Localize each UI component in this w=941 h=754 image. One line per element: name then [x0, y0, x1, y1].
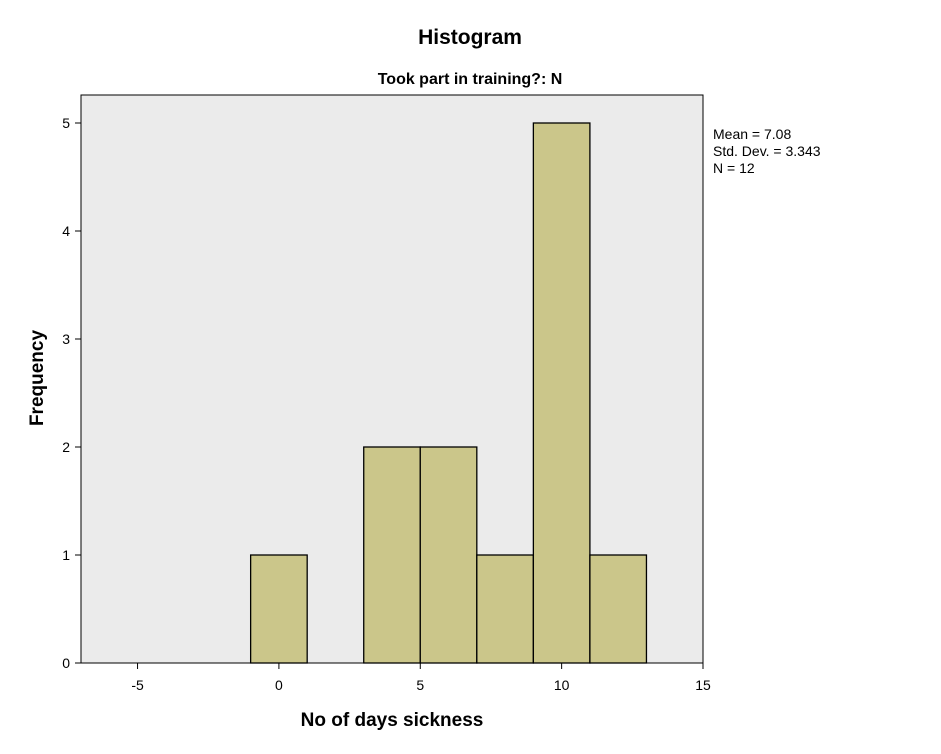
chart-subtitle: Took part in training?: N — [378, 71, 563, 88]
y-tick-label: 0 — [62, 655, 70, 671]
stat-mean: Mean = 7.08 — [713, 126, 791, 142]
y-tick-label: 5 — [62, 115, 70, 131]
chart-title: Histogram — [418, 26, 522, 49]
x-tick-label: -5 — [131, 677, 144, 693]
x-tick-label: 10 — [554, 677, 570, 693]
x-axis-ticks: -5 0 5 10 15 — [131, 663, 711, 693]
histogram-bar — [476, 554, 535, 664]
bars-group — [249, 122, 648, 664]
stat-n: N = 12 — [713, 160, 755, 176]
x-tick-label: 0 — [275, 677, 283, 693]
histogram-bar — [532, 122, 591, 664]
x-tick-label: 15 — [695, 677, 711, 693]
histogram-bar — [249, 554, 308, 664]
histogram-bar — [589, 554, 648, 664]
y-tick-label: 3 — [62, 331, 70, 347]
y-tick-label: 2 — [62, 439, 70, 455]
x-tick-label: 5 — [416, 677, 424, 693]
y-tick-label: 4 — [62, 223, 70, 239]
histogram-bar — [363, 446, 421, 664]
histogram-bar — [419, 446, 478, 664]
x-axis-label: No of days sickness — [301, 710, 484, 731]
y-axis-label: Frequency — [27, 330, 48, 427]
y-axis-ticks: 0 1 2 3 4 5 — [62, 115, 81, 671]
stat-std-dev: Std. Dev. = 3.343 — [713, 143, 821, 159]
y-tick-label: 1 — [62, 547, 70, 563]
